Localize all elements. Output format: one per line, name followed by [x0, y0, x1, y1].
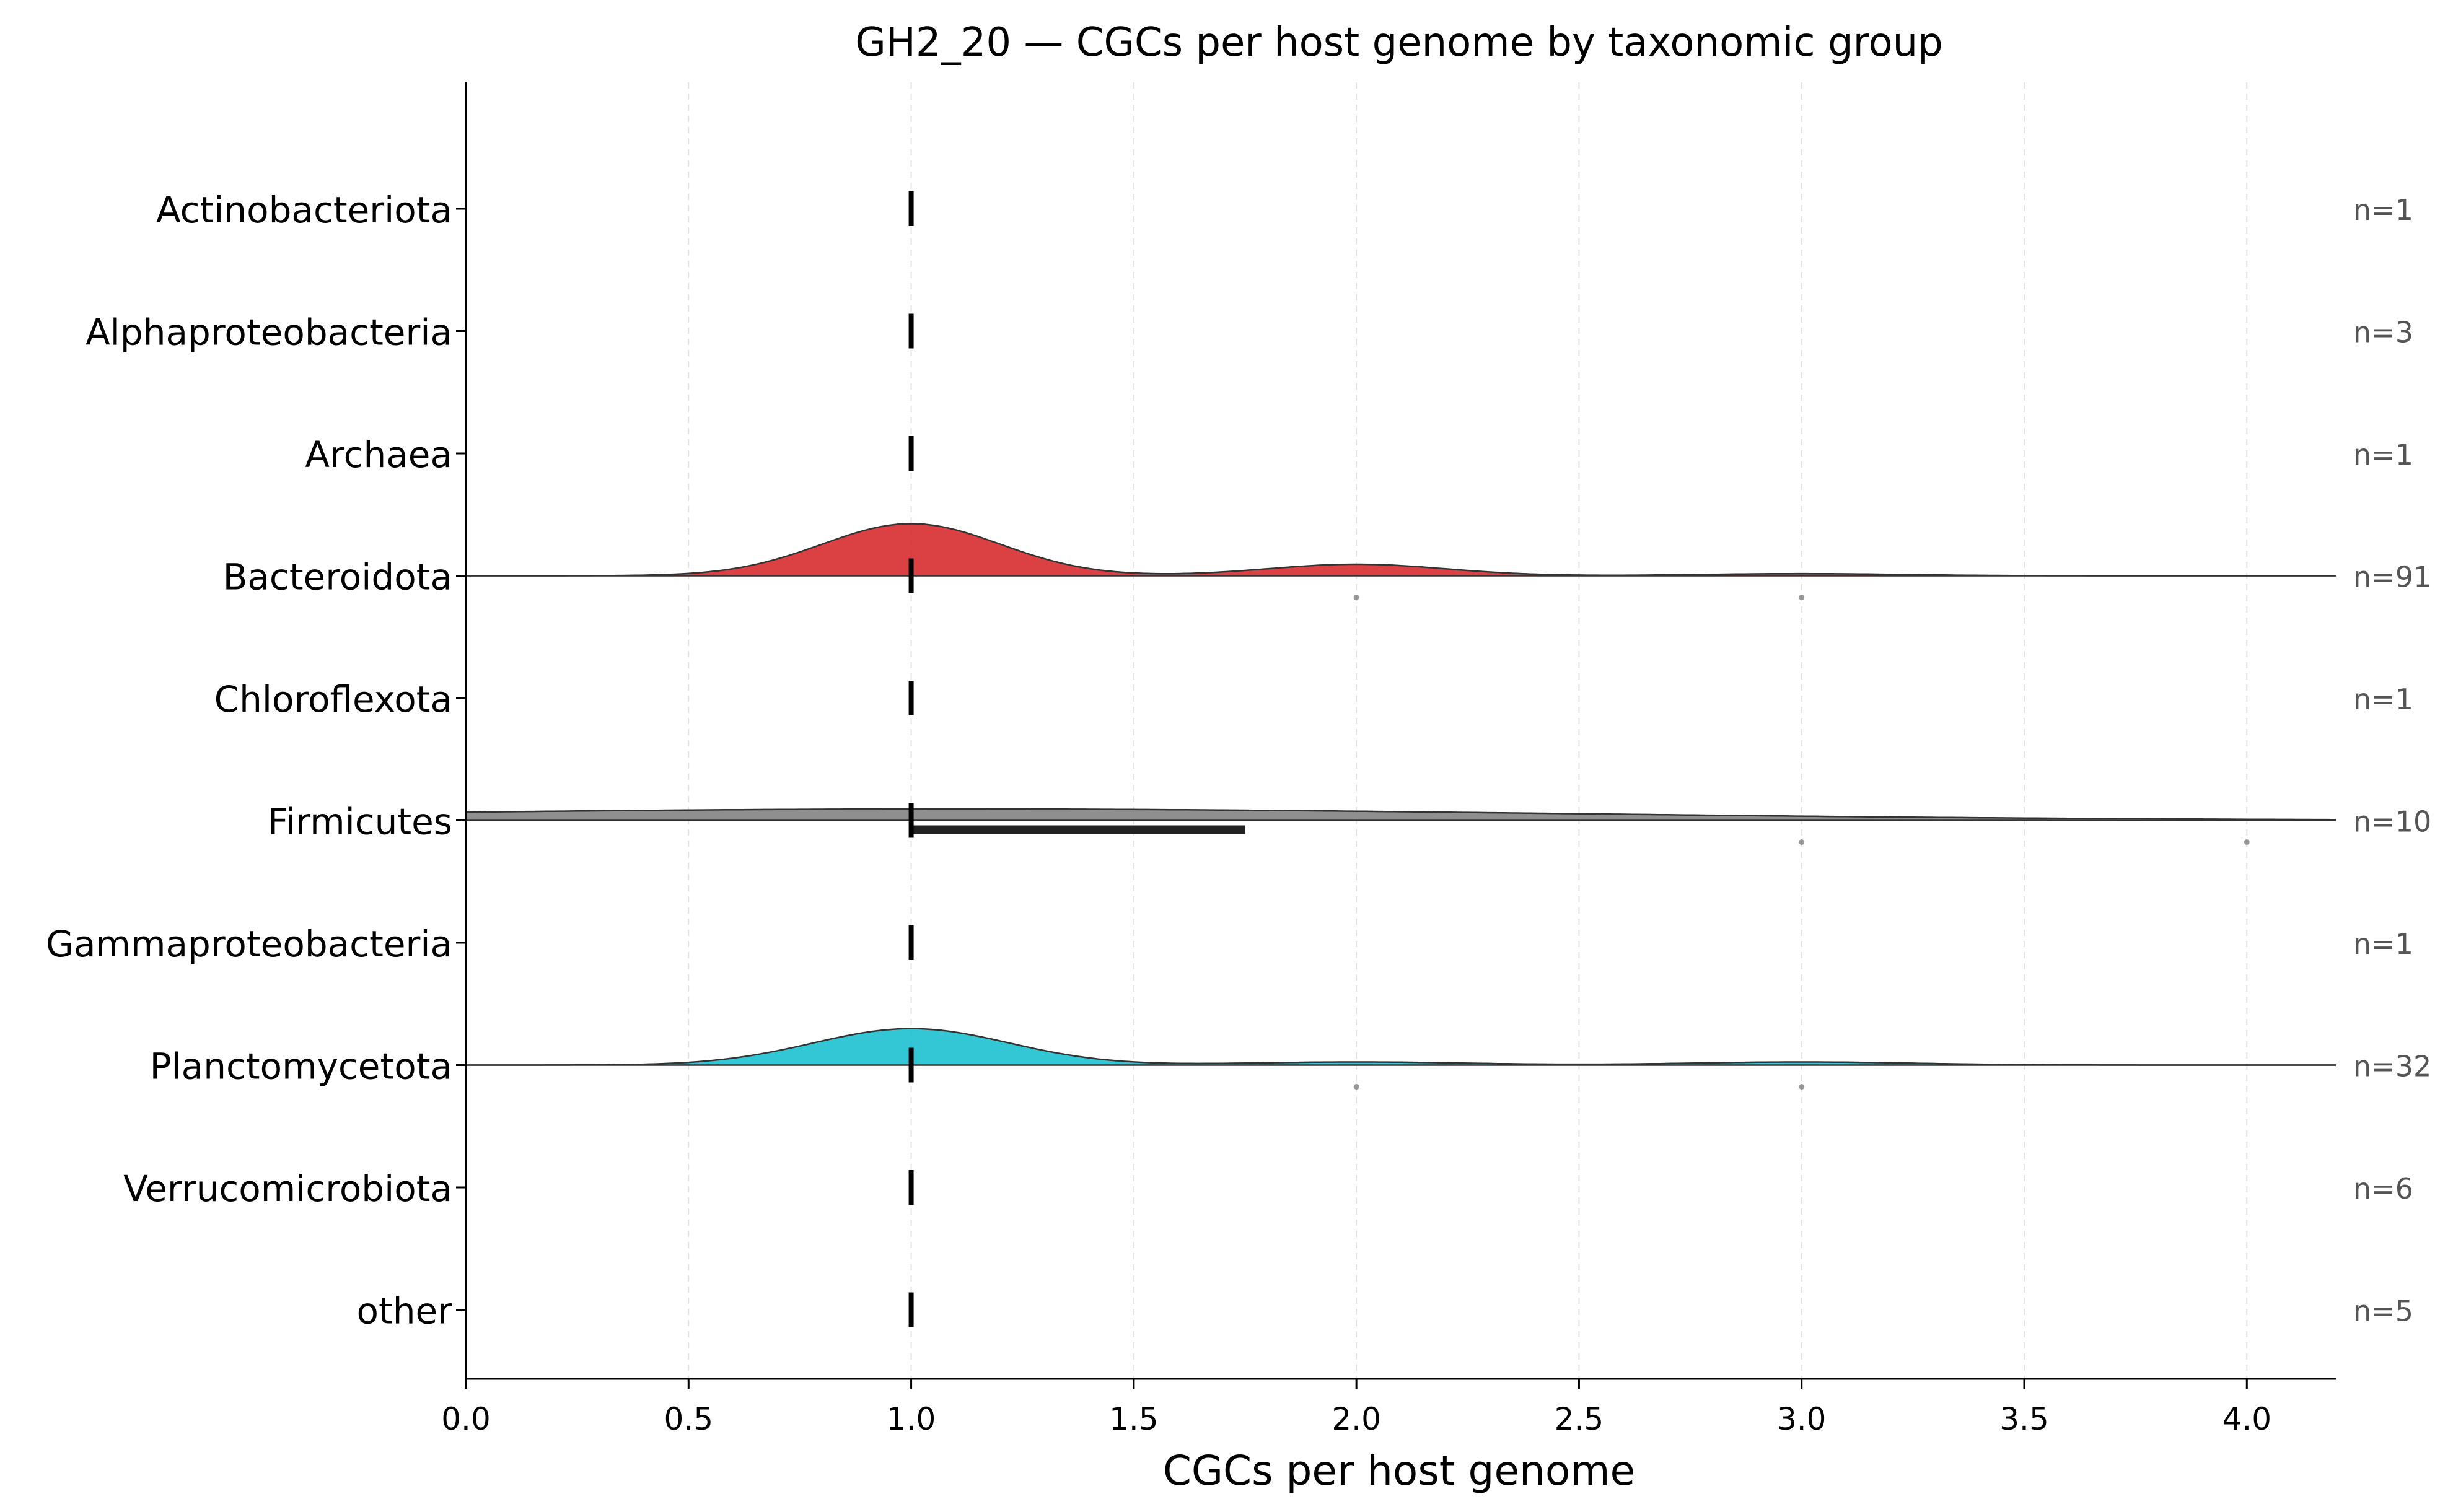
n-label-other: n=5: [2353, 1295, 2413, 1328]
n-label-gammaproteobacteria: n=1: [2353, 927, 2413, 961]
density-fill-bacteroidota: [466, 523, 2336, 576]
density-layer: [466, 523, 2336, 1066]
y-tick-label-bacteroidota: Bacteroidota: [223, 556, 452, 598]
x-tick-label-4: 2.0: [1332, 1401, 1381, 1437]
n-label-planctomycetota: n=32: [2353, 1050, 2431, 1083]
outlier-point-firmicutes-1: [2244, 839, 2250, 845]
y-tick-label-alphaproteobacteria: Alphaproteobacteria: [86, 312, 452, 354]
y-tick-label-archaea: Archaea: [305, 434, 452, 476]
n-label-chloroflexota: n=1: [2353, 683, 2413, 716]
iqr-bar-firmicutes: [911, 825, 1245, 834]
x-tick-label-6: 3.0: [1777, 1401, 1827, 1437]
outlier-point-bacteroidota-0: [1353, 595, 1359, 600]
outlier-point-firmicutes-0: [1799, 839, 1805, 845]
axes-layer: [456, 82, 2336, 1389]
baseline-layer: [466, 575, 2336, 1066]
x-tick-label-8: 4.0: [2223, 1401, 2272, 1437]
outlier-point-planctomycetota-1: [1799, 1084, 1805, 1090]
y-tick-label-planctomycetota: Planctomycetota: [150, 1046, 452, 1088]
x-tick-label-5: 2.5: [1555, 1401, 1604, 1437]
x-tick-label-7: 3.5: [1999, 1401, 2049, 1437]
n-label-alphaproteobacteria: n=3: [2353, 316, 2413, 349]
y-tick-label-chloroflexota: Chloroflexota: [214, 678, 452, 720]
n-label-archaea: n=1: [2353, 438, 2413, 471]
x-tick-label-1: 0.5: [664, 1401, 714, 1437]
box-layer: [911, 825, 1245, 834]
grid-layer: [465, 82, 2248, 1379]
chart-title: GH2_20 — CGCs per host genome by taxonom…: [855, 20, 1943, 66]
n-label-verrucomicrobiota: n=6: [2353, 1172, 2413, 1205]
x-tick-label-3: 1.5: [1109, 1401, 1159, 1437]
y-tick-label-other: other: [356, 1290, 452, 1332]
n-label-bacteroidota: n=91: [2353, 561, 2431, 594]
x-tick-label-2: 1.0: [887, 1401, 936, 1437]
density-fill-planctomycetota: [466, 1028, 2336, 1065]
y-tick-label-verrucomicrobiota: Verrucomicrobiota: [123, 1168, 452, 1210]
outlier-layer: [1353, 595, 2250, 1090]
y-tick-label-gammaproteobacteria: Gammaproteobacteria: [46, 923, 452, 965]
outlier-point-bacteroidota-1: [1799, 595, 1805, 600]
x-axis-title: CGCs per host genome: [1163, 1447, 1635, 1495]
n-label-firmicutes: n=10: [2353, 805, 2431, 839]
n-label-actinobacteriota: n=1: [2353, 193, 2413, 227]
y-tick-label-firmicutes: Firmicutes: [268, 801, 452, 843]
density-outline-firmicutes: [466, 808, 2336, 821]
outlier-point-planctomycetota-0: [1353, 1084, 1359, 1090]
y-tick-label-actinobacteriota: Actinobacteriota: [156, 189, 452, 231]
label-layer: Actinobacteriota n=1 Alphaproteobacteria n=…: [46, 189, 2431, 1437]
x-tick-label-0: 0.0: [441, 1401, 491, 1437]
